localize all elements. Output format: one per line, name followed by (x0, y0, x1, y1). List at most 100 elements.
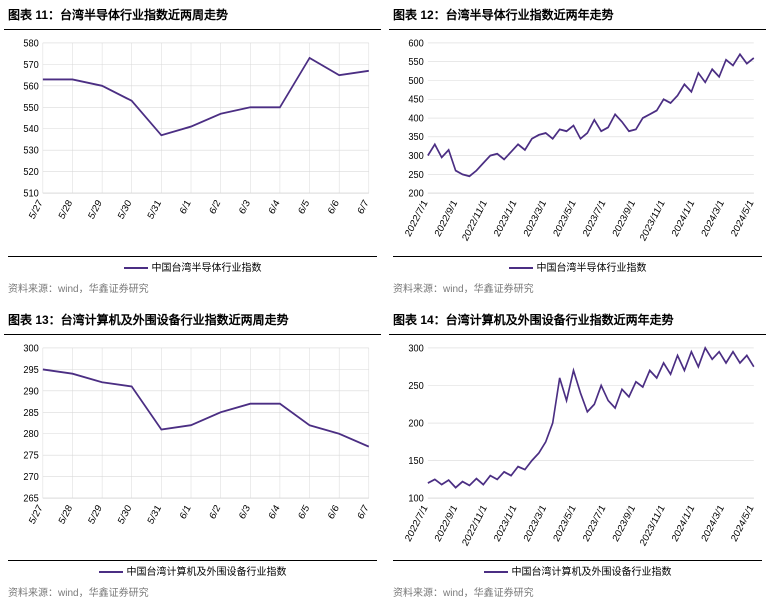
svg-text:2024/3/1: 2024/3/1 (700, 503, 727, 544)
svg-text:6/7: 6/7 (356, 198, 371, 216)
panel-title: 图表 12：台湾半导体行业指数近两年走势 (389, 4, 766, 30)
svg-text:6/2: 6/2 (208, 503, 223, 521)
svg-text:2023/11/1: 2023/11/1 (638, 503, 667, 548)
svg-text:520: 520 (23, 167, 39, 179)
svg-text:2022/9/1: 2022/9/1 (433, 198, 460, 239)
svg-text:5/28: 5/28 (57, 502, 75, 526)
legend-swatch (124, 267, 148, 269)
legend: 中国台湾半导体行业指数 (393, 256, 762, 276)
svg-text:295: 295 (23, 364, 39, 376)
svg-text:290: 290 (23, 385, 39, 397)
svg-text:300: 300 (23, 342, 39, 354)
svg-text:5/27: 5/27 (27, 198, 45, 221)
svg-text:6/3: 6/3 (237, 198, 253, 217)
svg-text:6/5: 6/5 (297, 198, 313, 217)
svg-text:6/5: 6/5 (297, 502, 313, 521)
svg-text:6/6: 6/6 (326, 198, 342, 217)
svg-text:2023/7/1: 2023/7/1 (581, 198, 608, 239)
svg-text:200: 200 (408, 418, 424, 430)
svg-text:580: 580 (23, 38, 39, 50)
svg-text:300: 300 (408, 342, 424, 354)
svg-text:5/27: 5/27 (27, 503, 45, 526)
svg-text:2023/1/1: 2023/1/1 (492, 503, 519, 544)
legend: 中国台湾计算机及外围设备行业指数 (393, 560, 762, 580)
svg-text:6/3: 6/3 (237, 502, 253, 521)
svg-text:2023/3/1: 2023/3/1 (522, 198, 549, 239)
svg-text:540: 540 (23, 124, 39, 136)
panel-title: 图表 11：台湾半导体行业指数近两周走势 (4, 4, 381, 30)
svg-text:2022/11/1: 2022/11/1 (460, 503, 489, 548)
svg-text:5/29: 5/29 (87, 503, 105, 526)
panel-12: 图表 12：台湾半导体行业指数近两年走势 2002503003504004505… (389, 4, 766, 297)
svg-text:250: 250 (408, 380, 424, 392)
legend-label: 中国台湾计算机及外围设备行业指数 (512, 567, 672, 578)
svg-text:6/6: 6/6 (326, 502, 342, 521)
svg-text:2023/5/1: 2023/5/1 (552, 503, 579, 544)
legend: 中国台湾计算机及外围设备行业指数 (8, 560, 377, 580)
legend-swatch (484, 571, 508, 573)
svg-text:2024/5/1: 2024/5/1 (729, 198, 756, 239)
svg-text:6/4: 6/4 (267, 198, 283, 217)
legend-swatch (99, 571, 123, 573)
svg-text:560: 560 (23, 81, 39, 93)
svg-text:2023/11/1: 2023/11/1 (638, 198, 667, 243)
svg-text:6/1: 6/1 (178, 198, 193, 216)
svg-text:2024/5/1: 2024/5/1 (729, 503, 756, 544)
legend: 中国台湾半导体行业指数 (8, 256, 377, 276)
svg-text:280: 280 (23, 428, 39, 440)
legend-label: 中国台湾半导体行业指数 (152, 263, 262, 274)
plot-area: 2002503003504004505005506002022/7/12022/… (389, 36, 766, 256)
plot-area: 1001502002503002022/7/12022/9/12022/11/1… (389, 341, 766, 561)
svg-text:265: 265 (23, 493, 39, 505)
svg-text:400: 400 (408, 113, 424, 125)
svg-text:2023/9/1: 2023/9/1 (611, 503, 638, 544)
svg-text:450: 450 (408, 94, 424, 106)
svg-text:500: 500 (408, 75, 424, 87)
legend-label: 中国台湾半导体行业指数 (537, 263, 647, 274)
panel-14: 图表 14：台湾计算机及外围设备行业指数近两年走势 10015020025030… (389, 309, 766, 602)
svg-text:2024/1/1: 2024/1/1 (670, 503, 697, 544)
svg-text:570: 570 (23, 59, 39, 71)
chart-svg: 5105205305405505605705805/275/285/295/30… (8, 36, 377, 256)
svg-text:5/28: 5/28 (57, 198, 75, 222)
plot-area: 5105205305405505605705805/275/285/295/30… (4, 36, 381, 256)
svg-text:270: 270 (23, 471, 39, 483)
svg-text:2024/3/1: 2024/3/1 (700, 198, 727, 239)
svg-text:550: 550 (408, 57, 424, 69)
svg-text:2022/9/1: 2022/9/1 (433, 503, 460, 544)
source-text: 资料来源：wind，华鑫证券研究 (4, 276, 381, 297)
svg-text:530: 530 (23, 145, 39, 157)
svg-text:5/31: 5/31 (146, 503, 164, 526)
chart-svg: 2002503003504004505005506002022/7/12022/… (393, 36, 762, 256)
svg-text:200: 200 (408, 188, 424, 200)
source-text: 资料来源：wind，华鑫证券研究 (389, 276, 766, 297)
svg-text:300: 300 (408, 151, 424, 163)
panel-title: 图表 14：台湾计算机及外围设备行业指数近两年走势 (389, 309, 766, 335)
svg-text:2023/5/1: 2023/5/1 (552, 198, 579, 239)
svg-text:2023/7/1: 2023/7/1 (581, 503, 608, 544)
source-text: 资料来源：wind，华鑫证券研究 (389, 580, 766, 601)
svg-text:2023/1/1: 2023/1/1 (492, 198, 519, 239)
legend-swatch (509, 267, 533, 269)
svg-text:285: 285 (23, 407, 39, 419)
svg-text:2022/7/1: 2022/7/1 (403, 198, 430, 239)
svg-text:5/31: 5/31 (146, 198, 164, 221)
svg-text:2022/11/1: 2022/11/1 (460, 198, 489, 243)
svg-text:510: 510 (23, 188, 39, 200)
panel-13: 图表 13：台湾计算机及外围设备行业指数近两周走势 26527027528028… (4, 309, 381, 602)
svg-text:250: 250 (408, 169, 424, 181)
panel-11: 图表 11：台湾半导体行业指数近两周走势 5105205305405505605… (4, 4, 381, 297)
svg-text:5/30: 5/30 (116, 502, 134, 526)
panel-title: 图表 13：台湾计算机及外围设备行业指数近两周走势 (4, 309, 381, 335)
svg-text:6/7: 6/7 (356, 503, 371, 521)
svg-text:150: 150 (408, 455, 424, 467)
chart-grid: 图表 11：台湾半导体行业指数近两周走势 510 520 530 540 550 560 5… (0, 0, 770, 605)
svg-text:6/2: 6/2 (208, 198, 223, 216)
svg-text:2023/9/1: 2023/9/1 (611, 198, 638, 239)
chart-svg: 2652702752802852902953005/275/285/295/30… (8, 341, 377, 561)
svg-text:600: 600 (408, 38, 424, 50)
source-text: 资料来源：wind，华鑫证券研究 (4, 580, 381, 601)
svg-text:5/29: 5/29 (87, 198, 105, 221)
svg-text:2024/1/1: 2024/1/1 (670, 198, 697, 239)
legend-label: 中国台湾计算机及外围设备行业指数 (127, 567, 287, 578)
